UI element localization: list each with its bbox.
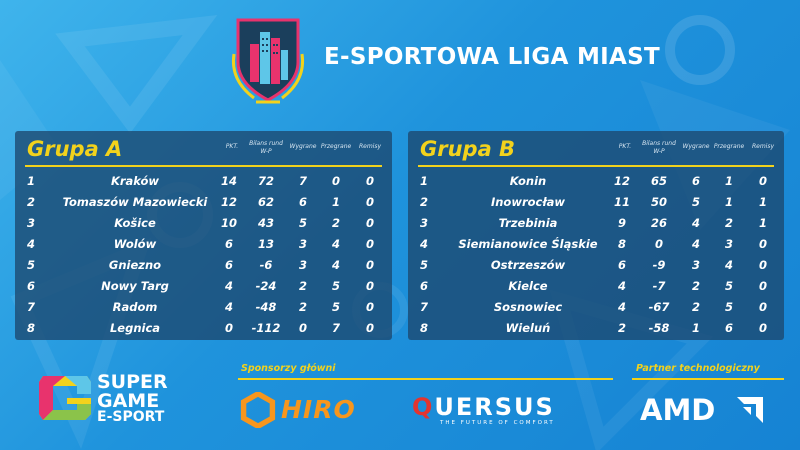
- table-row: 3 Trzebinia 9 26 4 2 1: [420, 216, 767, 230]
- col-header-lost: Przegrane: [320, 143, 352, 150]
- table-row: 7 Sosnowiec 4 -67 2 5 0: [420, 300, 767, 314]
- sponsor-hiro: HIRO: [281, 395, 356, 424]
- table-row: 5 Gniezno 6 -6 3 4 0: [27, 258, 374, 272]
- table-row: 8 Wieluń 2 -58 1 6 0: [420, 321, 767, 335]
- header-divider: [418, 165, 774, 167]
- page-title: E-SPORTOWA LIGA MIAST: [324, 44, 660, 70]
- col-header-pkt: PKT.: [618, 143, 632, 150]
- table-row: 1 Konin 12 65 6 1 0: [420, 174, 767, 188]
- partner-amd: AMD: [640, 393, 716, 427]
- col-header-draw: Remisy: [751, 143, 775, 150]
- organizer-name-line3: E-SPORT: [97, 409, 165, 425]
- col-header-bilans: Bilans rund W-P: [249, 140, 283, 155]
- group-a-panel: Grupa A PKT. Bilans rund W-P Wygrane Prze…: [15, 131, 392, 340]
- col-header-won: Wygrane: [289, 143, 317, 150]
- table-row: 8 Legnica 0 -112 0 7 0: [27, 321, 374, 335]
- table-row: 2 Inowrocław 11 50 5 1 1: [420, 195, 767, 209]
- col-header-won: Wygrane: [682, 143, 710, 150]
- super-game-g-icon: [39, 376, 91, 420]
- table-row: 7 Radom 4 -48 2 5 0: [27, 300, 374, 314]
- table-row: 1 Kraków 14 72 7 0 0: [27, 174, 374, 188]
- organizer-name-line1: SUPER: [97, 371, 168, 393]
- group-b-panel: Grupa B PKT. Bilans rund W-P Wygrane Prze…: [408, 131, 784, 340]
- amd-arrow-icon: [737, 397, 763, 423]
- table-row: 3 Košice 10 43 5 2 0: [27, 216, 374, 230]
- standings-list: 1 Konin 12 65 6 1 0 2 Inowrocław 11 50 5 1 1 3 Trzebi…: [408, 171, 784, 339]
- col-header-draw: Remisy: [358, 143, 382, 150]
- table-row: 4 Wolów 6 13 3 4 0: [27, 237, 374, 251]
- table-row: 6 Nowy Targ 4 -24 2 5 0: [27, 279, 374, 293]
- table-row: 4 Siemianowice Śląskie 8 0 4 3 0: [420, 237, 767, 251]
- table-row: 6 Kielce 4 -7 2 5 0: [420, 279, 767, 293]
- city-skyline-shield-icon: [231, 18, 305, 104]
- group-title: Grupa B: [420, 137, 516, 161]
- col-header-bilans: Bilans rund W-P: [642, 140, 676, 155]
- col-header-pkt: PKT.: [225, 143, 239, 150]
- hexagon-icon: [240, 392, 276, 428]
- sponsors-divider: [238, 378, 613, 380]
- sponsors-label: Sponsorzy główni: [241, 363, 336, 374]
- table-row: 5 Ostrzeszów 6 -9 3 4 0: [420, 258, 767, 272]
- group-title: Grupa A: [27, 137, 123, 161]
- organizer-name-line2: GAME: [97, 390, 160, 412]
- table-row: 2 Tomaszów Mazowiecki 12 62 6 1 0: [27, 195, 374, 209]
- standings-list: 1 Kraków 14 72 7 0 0 2 Tomaszów Mazowiecki 12 62 6…: [15, 171, 392, 339]
- sponsor-quersus-tagline: THE FUTURE OF COMFORT: [440, 420, 555, 426]
- partner-label: Partner technologiczny: [636, 363, 760, 374]
- col-header-lost: Przegrane: [713, 143, 745, 150]
- header-divider: [25, 165, 382, 167]
- partner-divider: [632, 378, 784, 380]
- sponsor-quersus: QUERSUS: [412, 393, 555, 421]
